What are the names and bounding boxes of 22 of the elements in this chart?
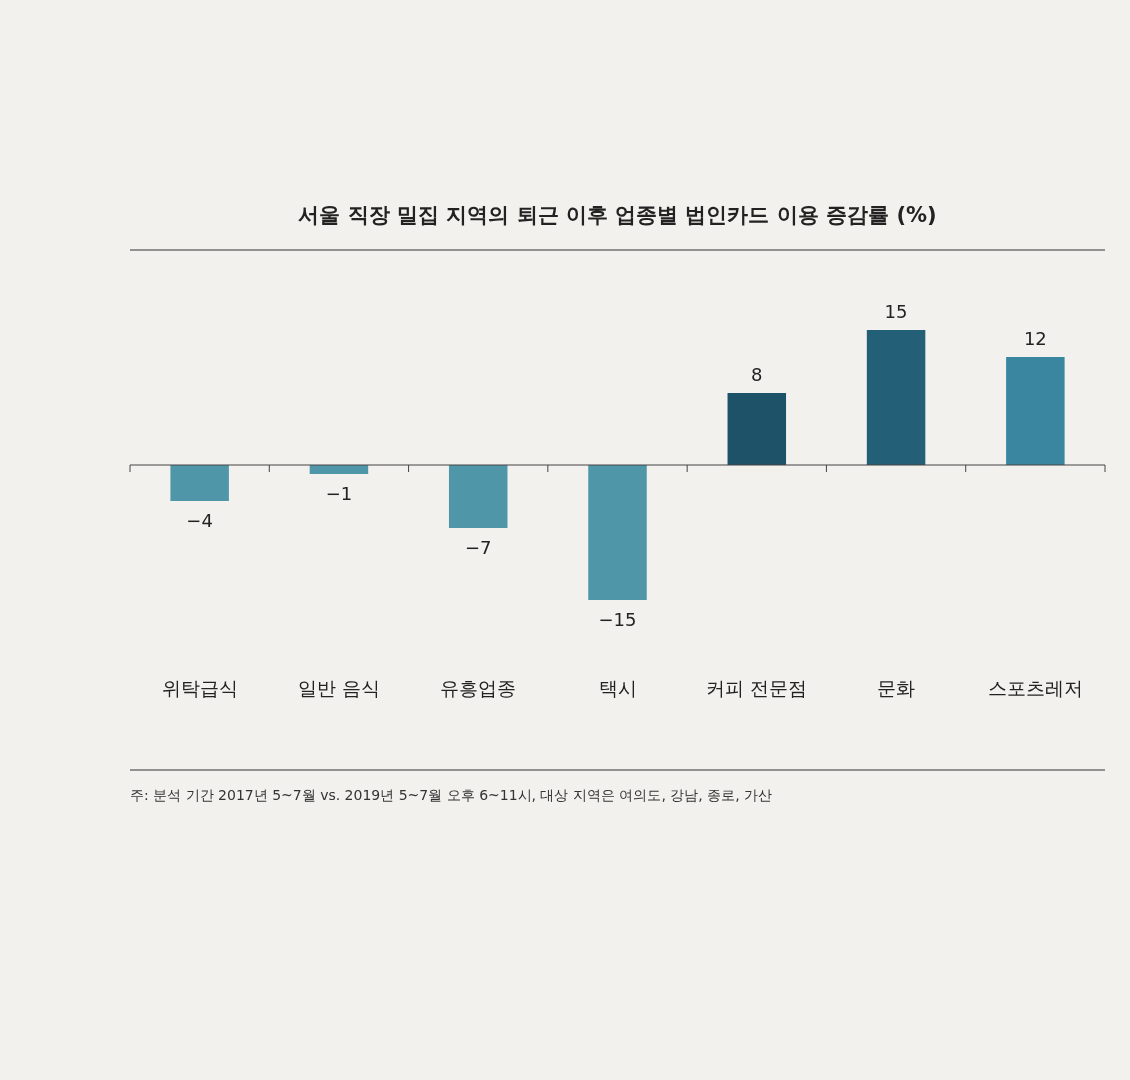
chart-title: 서울 직장 밀집 지역의 퇴근 이후 업종별 법인카드 이용 증감률 (%) — [298, 203, 937, 227]
bar — [866, 330, 926, 465]
data-label: 15 — [884, 301, 908, 322]
x-tick-label: 유흥업종 — [440, 677, 517, 699]
x-tick-label: 택시 — [598, 677, 637, 699]
x-tick-label: 스포츠레저 — [987, 677, 1083, 699]
bar — [1006, 357, 1065, 465]
x-tick-label: 위탁급식 — [161, 677, 238, 699]
x-tick-label: 커피 전문점 — [706, 677, 808, 699]
x-tick-label: 문화 — [877, 677, 916, 699]
data-label: −4 — [186, 510, 213, 531]
x-tick-label: 일반 음식 — [297, 677, 380, 699]
data-label: −1 — [325, 483, 353, 504]
text: 주: 분석 기간 2017년 5~7월 vs. 2019년 5~7월 오후 6~11시, 대상 지역은 여의도, 강남, 종로, 가산 — [130, 787, 773, 803]
data-label: 8 — [751, 364, 763, 385]
bar — [170, 465, 229, 501]
data-label: −7 — [464, 537, 492, 558]
bar — [588, 465, 647, 600]
data-label: −15 — [598, 609, 637, 630]
bar — [727, 393, 787, 465]
bar — [448, 465, 508, 528]
data-label: 12 — [1023, 328, 1047, 349]
